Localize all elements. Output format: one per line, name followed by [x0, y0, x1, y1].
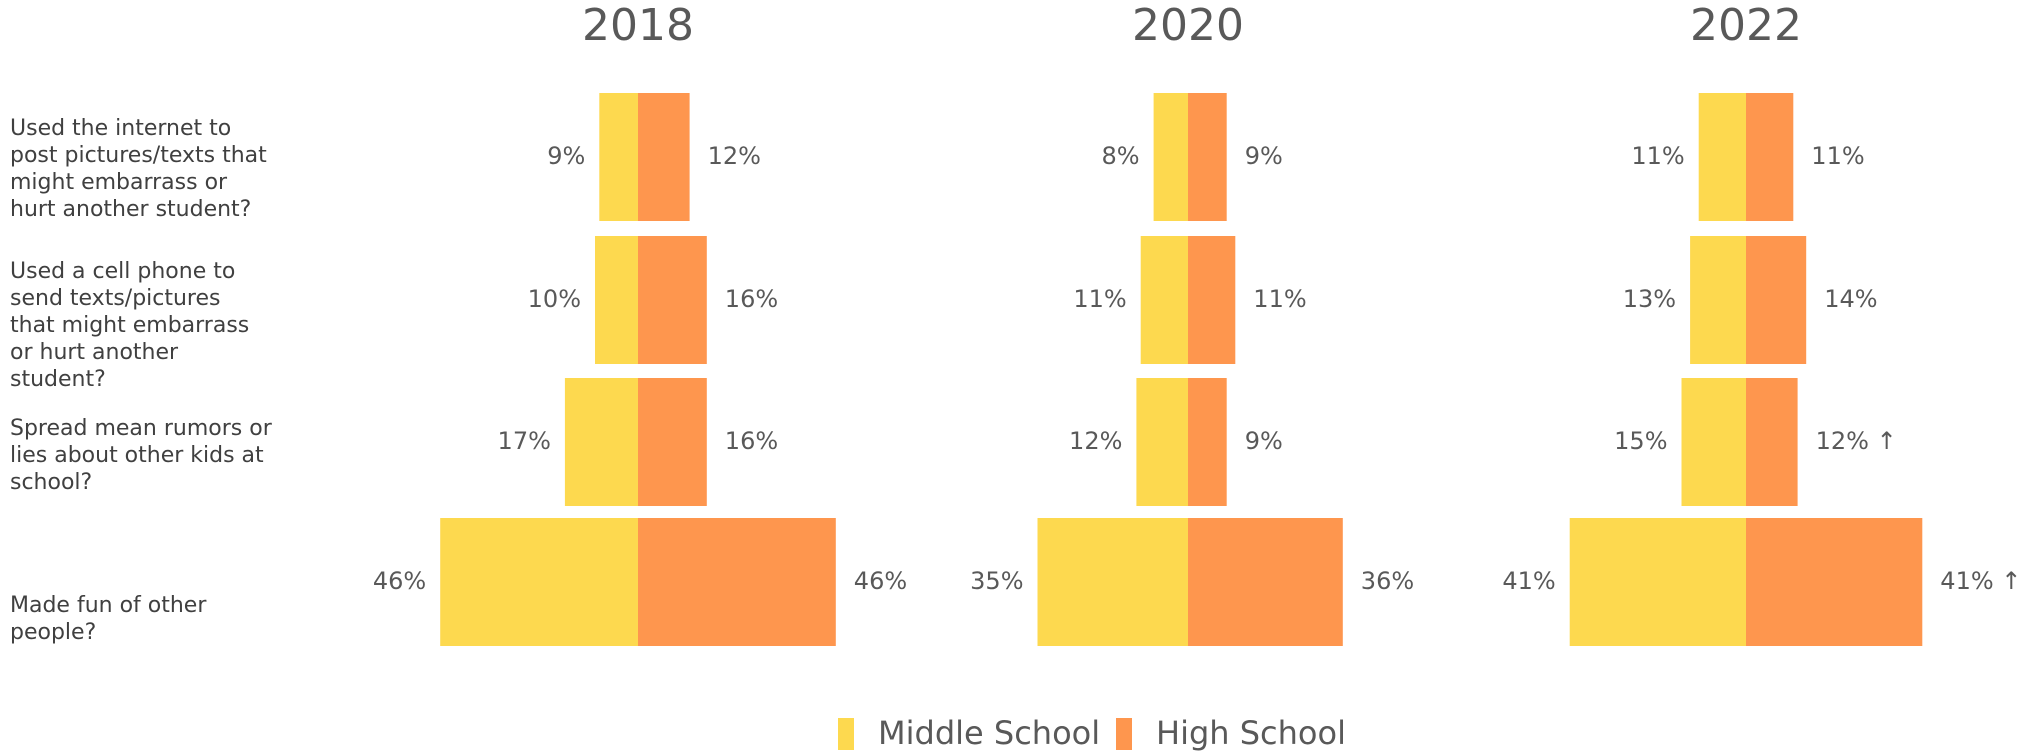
value-label: 36%	[1361, 567, 1414, 595]
value-label: 41% ↑	[1940, 567, 2021, 595]
bar	[1188, 236, 1236, 364]
legend-swatch	[838, 718, 854, 750]
panel-title: 2018	[582, 0, 694, 51]
value-label: 41%	[1502, 567, 1555, 595]
bar	[564, 378, 638, 506]
bar	[1140, 236, 1188, 364]
panel-title: 2022	[1690, 0, 1802, 51]
category-label: Used the internet to post pictures/texts…	[10, 116, 267, 222]
value-label: 10%	[528, 285, 581, 313]
value-label: 9%	[547, 142, 585, 170]
value-label: 13%	[1623, 285, 1676, 313]
value-label: 11%	[1631, 142, 1684, 170]
bar	[1188, 93, 1227, 221]
legend-label: Middle School	[878, 714, 1100, 752]
value-label: 9%	[1245, 427, 1283, 455]
value-label: 11%	[1253, 285, 1306, 313]
bar	[638, 236, 707, 364]
bar	[1746, 518, 1923, 646]
value-label: 11%	[1811, 142, 1864, 170]
bar	[638, 518, 836, 646]
value-label: 12% ↑	[1816, 427, 1897, 455]
bar	[1746, 236, 1807, 364]
bar	[1153, 93, 1188, 221]
bar	[1188, 518, 1343, 646]
bar	[440, 518, 638, 646]
bar	[1746, 93, 1794, 221]
bar	[638, 378, 707, 506]
bar	[1569, 518, 1746, 646]
bar	[1698, 93, 1746, 221]
bar	[1681, 378, 1746, 506]
bar	[1188, 378, 1227, 506]
legend-swatch	[1116, 718, 1132, 750]
bar	[638, 93, 690, 221]
legend-label: High School	[1156, 714, 1346, 752]
category-label: Made fun of other people?	[10, 593, 207, 645]
bar	[1136, 378, 1188, 506]
bar	[1690, 236, 1746, 364]
bar	[599, 93, 638, 221]
bar	[1037, 518, 1188, 646]
value-label: 16%	[725, 427, 778, 455]
category-label: Spread mean rumors or lies about other k…	[10, 416, 272, 495]
value-label: 35%	[970, 567, 1023, 595]
value-label: 12%	[708, 142, 761, 170]
bar	[1746, 378, 1798, 506]
category-label: Used a cell phone to send texts/pictures…	[10, 259, 250, 392]
value-label: 17%	[498, 427, 551, 455]
value-label: 14%	[1824, 285, 1877, 313]
panel-title: 2020	[1132, 0, 1244, 51]
value-label: 46%	[373, 567, 426, 595]
bar	[595, 236, 638, 364]
value-label: 12%	[1069, 427, 1122, 455]
value-label: 46%	[854, 567, 907, 595]
value-label: 15%	[1614, 427, 1667, 455]
value-label: 8%	[1102, 142, 1140, 170]
value-label: 9%	[1245, 142, 1283, 170]
value-label: 11%	[1073, 285, 1126, 313]
value-label: 16%	[725, 285, 778, 313]
